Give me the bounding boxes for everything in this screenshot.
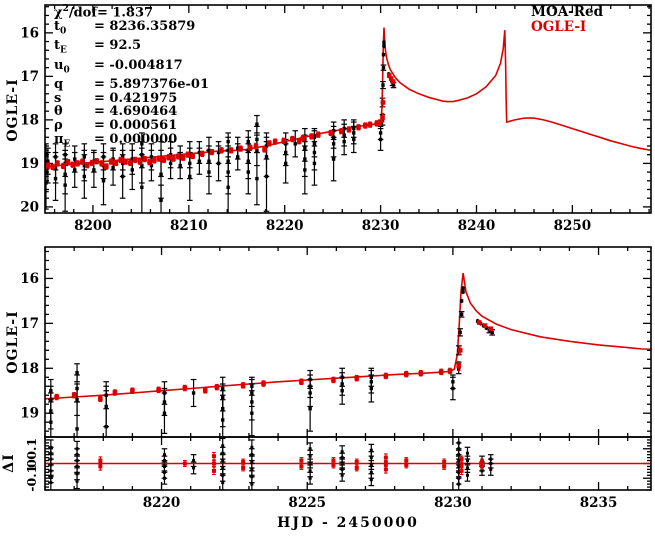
fit-parameters: χ2/dof= 1.837 t0 = 8236.35879 tE = 92.5 u0 = -… xyxy=(54,3,209,152)
svg-text:18: 18 xyxy=(20,361,39,377)
svg-text:18: 18 xyxy=(20,112,39,128)
svg-text:8200: 8200 xyxy=(74,218,112,234)
param-piE: πE = 0.000000 xyxy=(54,131,178,150)
param-q: q = 5.897376e-01 xyxy=(54,76,210,92)
svg-text:0: 0 xyxy=(24,459,39,468)
svg-text:20: 20 xyxy=(20,199,39,215)
svg-text:8225: 8225 xyxy=(288,495,326,511)
svg-text:19: 19 xyxy=(20,406,39,422)
svg-text:17: 17 xyxy=(20,69,39,85)
svg-text:8210: 8210 xyxy=(170,218,208,234)
svg-text:16: 16 xyxy=(20,271,39,287)
svg-text:0.1: 0.1 xyxy=(24,438,39,460)
svg-text:8230: 8230 xyxy=(362,218,400,234)
legend: MOA-Red OGLE-I xyxy=(531,5,603,35)
legend-item-ogle-i: OGLE-I xyxy=(531,19,587,35)
svg-text:-0.1: -0.1 xyxy=(24,465,39,492)
param-u0: u0 = -0.004817 xyxy=(54,57,183,76)
param-tE: tE = 92.5 xyxy=(54,38,142,56)
svg-text:8235: 8235 xyxy=(580,495,618,511)
svg-text:8220: 8220 xyxy=(143,495,181,511)
y-axis-title-residual: ΔI xyxy=(1,453,17,473)
y-axis-title-top: OGLE-I xyxy=(5,78,21,142)
param-rho: ρ = 0.000561 xyxy=(54,118,178,134)
legend-item-moa-red: MOA-Red xyxy=(531,4,604,20)
svg-text:16: 16 xyxy=(20,25,39,41)
svg-text:19: 19 xyxy=(20,156,39,172)
svg-text:8230: 8230 xyxy=(434,495,472,511)
svg-text:8220: 8220 xyxy=(266,218,304,234)
svg-text:8250: 8250 xyxy=(554,218,592,234)
param-theta: θ = 4.690464 xyxy=(54,104,178,120)
x-axis-title: HJD - 2450000 xyxy=(277,515,419,531)
param-chi2_dof: χ2/dof= 1.837 xyxy=(54,4,154,21)
y-axis-title-zoom: OGLE-I xyxy=(5,310,21,374)
param-s: s = 0.421975 xyxy=(54,90,178,106)
svg-text:8240: 8240 xyxy=(458,218,496,234)
param-t0: t0 = 8236.35879 xyxy=(54,19,196,37)
svg-text:17: 17 xyxy=(20,316,39,332)
